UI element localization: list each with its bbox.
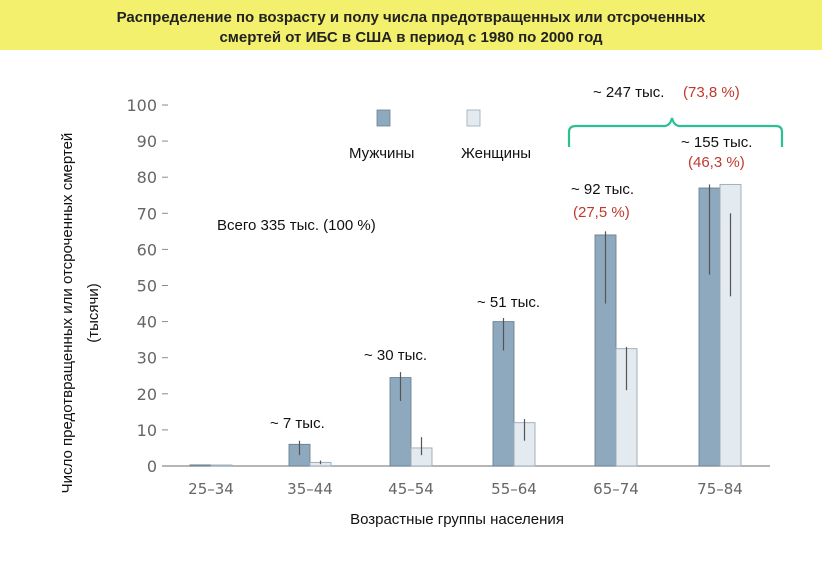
annotation-55-64: ~ 51 тыс.: [477, 294, 540, 311]
y-tick-label: 10: [137, 421, 157, 440]
annotation-total-65-84-value: ~ 247 тыс.: [593, 84, 664, 101]
annotation-65-74-percent: (27,5 %): [573, 204, 630, 221]
bar-women-75–84: [719, 183, 742, 467]
plot-frame: [52, 73, 822, 567]
y-tick-label: 30: [137, 349, 157, 368]
chart-title-line-1: Распределение по возрасту и полу числа п…: [116, 9, 706, 26]
y-axis-label-line-1: Число предотвращенных или отсроченных см…: [59, 133, 76, 494]
x-tick-label: 75–84: [697, 480, 743, 498]
legend-label-men: Мужчины: [349, 145, 414, 162]
error-bars-group: [298, 184, 732, 465]
total-annotation: Всего 335 тыс. (100 %): [217, 217, 376, 234]
y-tick-label: 0: [147, 457, 157, 476]
legend-swatch-women: [466, 109, 481, 127]
y-tick-label: 60: [137, 240, 157, 259]
annotation-75-84-value: ~ 155 тыс.: [681, 134, 752, 151]
y-tick-label: 20: [137, 385, 157, 404]
y-tick-label: 50: [137, 277, 157, 296]
annotation-65-74-value: ~ 92 тыс.: [571, 181, 634, 198]
y-tick-label: 80: [137, 168, 157, 187]
y-tick-label: 90: [137, 132, 157, 151]
bars-group: [189, 183, 742, 467]
legend-swatch-men: [376, 109, 391, 127]
chart-title-line-2: смертей от ИБС в США в период с 1980 по …: [219, 29, 603, 46]
y-tick-label: 40: [137, 313, 157, 332]
axes: 0 10 20 30 40 50 60 70 80 90 100 25–34 35–44 45–54 55–…: [126, 96, 770, 498]
annotation-35-44: ~ 7 тыс.: [270, 415, 325, 432]
x-tick-label: 55–64: [491, 480, 537, 498]
legend-label-women: Женщины: [461, 145, 531, 162]
x-tick-label: 45–54: [388, 480, 434, 498]
x-tick-label: 65–74: [593, 480, 639, 498]
x-axis-label: Возрастные группы населения: [350, 511, 564, 528]
annotation-75-84-percent: (46,3 %): [688, 154, 745, 171]
x-tick-label: 35–44: [287, 480, 333, 498]
y-axis-label-line-2: (тысячи): [85, 283, 102, 342]
y-tick-label: 70: [137, 204, 157, 223]
y-tick-label: 100: [126, 96, 157, 115]
title-bar: Распределение по возрасту и полу числа п…: [0, 0, 822, 50]
x-tick-label: 25–34: [188, 480, 234, 498]
annotation-45-54: ~ 30 тыс.: [364, 347, 427, 364]
annotation-total-65-84-percent: (73,8 %): [683, 84, 740, 101]
bracket-65-84: [567, 117, 784, 147]
bar-men-25–34: [189, 464, 212, 467]
bar-women-25–34: [210, 464, 233, 467]
